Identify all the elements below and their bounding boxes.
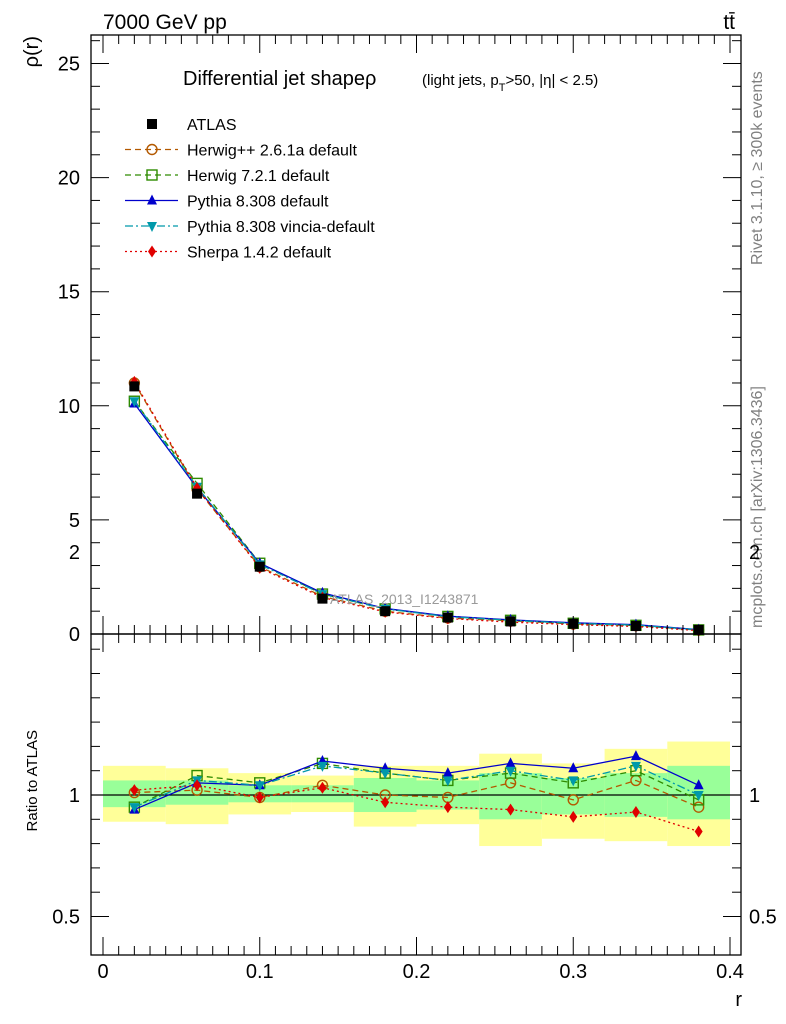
ratio-data-point: [693, 779, 704, 790]
ratio-data-point: [569, 810, 578, 823]
ratio-data-point: [694, 825, 703, 838]
ratio-data-point: [193, 779, 202, 792]
ratio-y-tick-label: 0.5: [52, 907, 80, 929]
legend-entry-label: Pythia 8.308 vincia-default: [187, 219, 375, 236]
main-y-tick-label: 10: [58, 396, 80, 418]
main-y-tick-label: 25: [58, 54, 80, 76]
legend-entry-label: Herwig++ 2.6.1a default: [187, 143, 357, 160]
ratio-y-tick-label: 1: [69, 785, 80, 807]
main-data-point: [380, 606, 391, 617]
legend-entry-label: ATLAS: [187, 117, 237, 134]
ratio-data-point: [630, 761, 641, 772]
main-data-point: [129, 381, 140, 392]
ratio-data-point: [317, 761, 328, 772]
ratio-data-point: [631, 806, 640, 819]
header-process: tt̄: [723, 11, 735, 34]
main-data-point: [442, 612, 453, 623]
ratio-data-point: [630, 750, 641, 761]
legend: ATLAS Herwig++ 2.6.1a default Herwig 7.2.1…: [125, 117, 375, 262]
main-data-point: [254, 561, 265, 572]
side-label-mcplots: mcplots.cern.ch [arXiv:1306.3436]: [749, 386, 766, 628]
ratio-data-point: [567, 794, 579, 806]
x-tick-label: 0.3: [559, 961, 587, 983]
ratio-panel-axes: 0 0.1 0.2 0.3 0.4 0.5 0.5 1 1 2 2: [52, 542, 777, 983]
chart-title: Differential jet shapeρ: [183, 68, 376, 90]
main-y-axis-label: ρ(r): [21, 36, 43, 67]
ratio-y-tick-label: 2: [69, 542, 80, 564]
ratio-panel-bands: [91, 741, 741, 847]
ratio-data-point: [692, 801, 705, 813]
ratio-y-tick-label-right: 0.5: [749, 907, 777, 929]
ratio-series-line: [134, 784, 699, 833]
main-data-point: [505, 616, 516, 627]
header-energy: 7000 GeV pp: [103, 11, 227, 34]
chart-title-sub: (light jets, pT>50, |η| < 2.5): [422, 72, 598, 94]
main-y-tick-label: 0: [69, 624, 80, 646]
ratio-data-point: [693, 791, 704, 801]
ratio-data-point: [380, 769, 391, 780]
x-axis-label: r: [735, 989, 742, 1011]
legend-marker: [148, 245, 156, 258]
main-series-line: [133, 382, 699, 631]
main-panel-axes: 0 5 10 15 20 25: [58, 34, 742, 646]
ratio-data-point: [318, 781, 327, 794]
legend-marker: [147, 119, 157, 129]
legend-entry-label: Herwig 7.2.1 default: [187, 168, 330, 185]
ratio-band-green: [291, 785, 354, 803]
ratio-data-point: [505, 757, 516, 768]
chart-title-main: Differential jet shapeρ: [183, 68, 376, 90]
ratio-data-point: [442, 767, 453, 778]
legend-marker: [147, 194, 157, 205]
x-tick-label: 0.4: [716, 961, 744, 983]
x-tick-label: 0.2: [403, 961, 431, 983]
title-sub-script: T: [499, 82, 506, 94]
legend-entry-label: Sherpa 1.4.2 default: [187, 245, 332, 262]
legend-marker: [146, 143, 158, 156]
analysis-watermark: ATLAS_2013_I1243871: [330, 591, 479, 607]
main-y-tick-label: 15: [58, 282, 80, 304]
ratio-y-axis-label: Ratio to ATLAS: [24, 730, 41, 831]
ratio-data-point: [254, 781, 265, 792]
ratio-y-tick-label-right: 2: [749, 542, 760, 564]
ratio-data-point: [129, 803, 140, 814]
main-series-line: [133, 400, 699, 631]
ratio-series-line: [134, 765, 699, 808]
legend-marker: [147, 222, 157, 232]
legend-marker: [146, 169, 158, 181]
main-series-line: [133, 381, 699, 632]
ratio-series-line: [134, 755, 699, 811]
ratio-data-point: [568, 762, 579, 773]
ratio-data-point: [130, 784, 139, 797]
ratio-data-point: [381, 796, 390, 809]
ratio-data-point: [568, 776, 579, 787]
main-y-tick-label: 5: [69, 510, 80, 532]
x-tick-label: 0.1: [246, 961, 274, 983]
ratio-series-line: [134, 779, 699, 808]
main-data-point: [192, 488, 203, 499]
legend-entry-label: Pythia 8.308 default: [187, 194, 329, 211]
side-label-rivet: Rivet 3.1.10, ≥ 300k events: [749, 71, 766, 265]
ratio-data-point: [443, 801, 452, 814]
ratio-data-point: [442, 776, 453, 787]
main-data-point: [317, 593, 328, 604]
ratio-data-point: [255, 791, 264, 804]
ratio-y-tick-label-right: 1: [749, 785, 760, 807]
ratio-data-point: [505, 766, 516, 777]
ratio-panel-series: [128, 750, 705, 838]
main-y-tick-label: 20: [58, 168, 80, 190]
main-data-point: [129, 397, 140, 408]
ratio-data-point: [506, 803, 515, 816]
x-tick-label: 0: [97, 961, 108, 983]
